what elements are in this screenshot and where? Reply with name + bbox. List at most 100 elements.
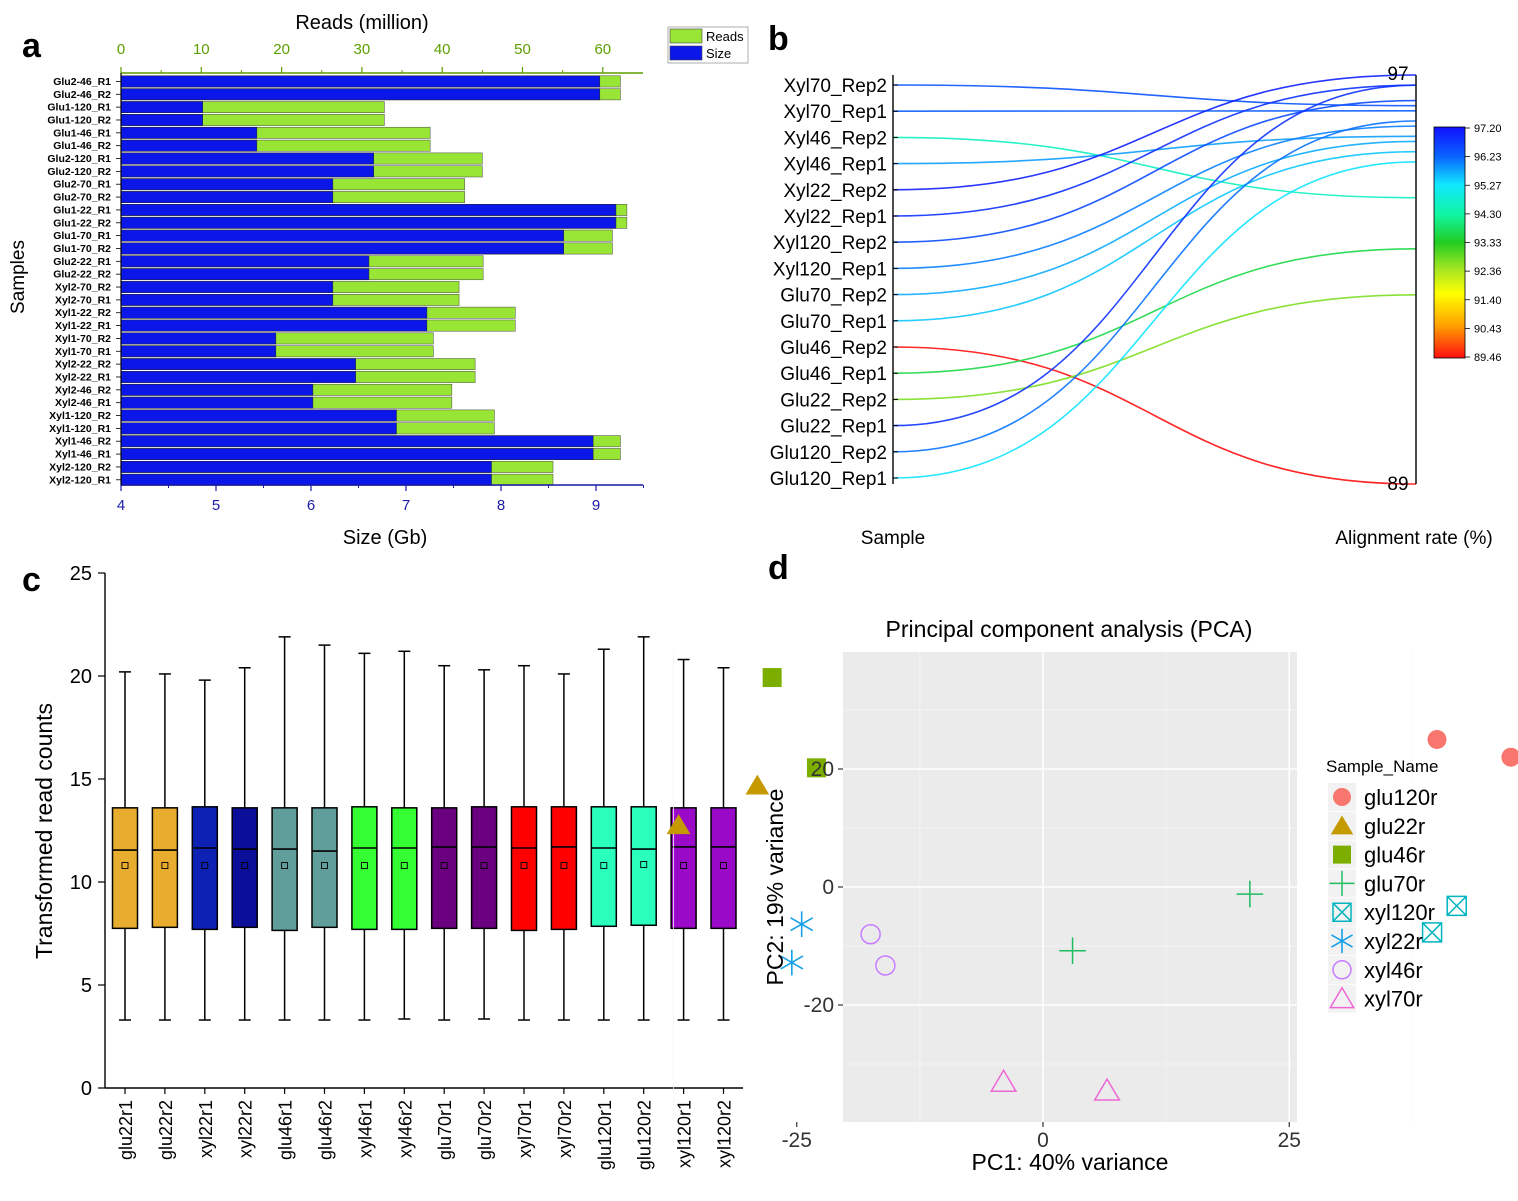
size-bar-Xyl2-70_R2: [120, 281, 334, 293]
reads-tick-label-60: 60: [594, 41, 611, 58]
mean-marker-glu70r1: [440, 862, 448, 869]
colorbar-tick-label-93.33: 93.33: [1474, 238, 1502, 250]
size-bar-Glu2-70_R1: [120, 178, 334, 191]
size-bar-Xyl2-46_R2: [120, 383, 314, 396]
box-xyl22r2: [231, 807, 258, 929]
y-tick-label-20: 20: [811, 758, 834, 781]
point-xyl120r-1: [1446, 895, 1467, 917]
box-glu120r1: [590, 806, 618, 928]
x-tick-label-xyl46r2: xyl46r2: [395, 1100, 415, 1158]
legend-label-glu70r: glu70r: [1364, 871, 1425, 896]
flow-Glu70_Rep2: [892, 140, 1417, 296]
reads-tick-label-20: 20: [273, 41, 290, 58]
panel-c-box-plot: c Transformed read counts glu22r1 glu22r2…: [22, 561, 743, 1170]
legend-size-label: Size: [706, 46, 731, 61]
legend-label-xyl120r: xyl120r: [1364, 900, 1435, 925]
x-tick-label-glu22r2: glu22r2: [156, 1100, 176, 1160]
flow-Xyl22_Rep2: [892, 74, 1417, 191]
sample-label-Xyl46_Rep1: Xyl46_Rep1: [783, 155, 887, 176]
y-tick-label-10: 10: [70, 872, 92, 894]
flow-Glu22_Rep2: [892, 294, 1417, 401]
mean-marker-glu22r1: [121, 862, 129, 869]
flow-Glu46_Rep2: [892, 346, 1417, 485]
mean-marker-xyl22r2: [241, 862, 249, 869]
point-xyl120r-2: [1421, 922, 1443, 943]
y-tick-label-25: 25: [70, 563, 92, 585]
panel-b-colorbar-ticks: 97.20 96.23 95.27 94.30 93.33 92.36 91.40 90.43…: [1465, 123, 1502, 364]
x-tick-label-glu120r2: glu120r2: [635, 1100, 655, 1170]
size-bar-Xyl1-22_R2: [120, 306, 428, 319]
sample-label-Glu2-46_R1: Glu2-46_R1: [53, 76, 111, 88]
x-tick-label-glu120r1: glu120r1: [595, 1100, 615, 1170]
x-tick-label-xyl22r2: xyl22r2: [236, 1100, 256, 1158]
panel-c-boxes: [111, 636, 737, 1021]
size-bar-Glu1-120_R2: [120, 114, 203, 126]
x-tick-label-xyl70r1: xyl70r1: [515, 1100, 535, 1158]
sample-label-Xyl1-120_R1: Xyl1-120_R1: [49, 423, 111, 435]
flow-Glu22_Rep1: [892, 84, 1417, 427]
flow-Xyl46_Rep2: [892, 136, 1417, 199]
flow-Xyl120_Rep2: [892, 99, 1417, 243]
size-bar-Glu2-120_R2: [120, 165, 374, 178]
panel-d-legend: glu120r glu22r glu46r glu70r xyl120r xyl22r xy…: [1328, 783, 1437, 1013]
panel-b-left-axis-title: Sample: [861, 528, 925, 549]
panel-a-axes: 0 10 20 30 40 50 60 4 5 6 7 8 9: [116, 41, 644, 514]
sample-label-Xyl120_Rep1: Xyl120_Rep1: [773, 259, 887, 280]
sample-label-Xyl1-22_R1: Xyl1-22_R1: [55, 320, 111, 332]
size-bar-Glu2-70_R2: [120, 191, 334, 203]
size-bar-Glu1-120_R1: [120, 101, 203, 113]
box-glu120r2: [630, 806, 657, 927]
mean-marker-xyl46r1: [360, 862, 368, 869]
legend-marker-xyl22r: [1331, 928, 1353, 954]
size-bar-Glu2-22_R1: [120, 255, 370, 268]
point-glu120r-1: [1427, 730, 1447, 749]
panel-d-points: [666, 668, 1518, 1101]
x-tick-label-xyl70r2: xyl70r2: [555, 1100, 575, 1158]
size-bar-Xyl1-22_R1: [120, 319, 428, 332]
panel-a-bars: [120, 75, 628, 486]
legend-reads-swatch: [669, 28, 703, 44]
point-xyl46r-1: [860, 923, 881, 945]
sample-label-Xyl22_Rep2: Xyl22_Rep2: [783, 181, 887, 202]
y-tick-label-20: 20: [70, 666, 92, 688]
mean-marker-xyl120r1: [680, 862, 688, 869]
size-bar-Xyl1-120_R2: [120, 409, 397, 422]
sample-label-Xyl1-120_R2: Xyl1-120_R2: [49, 410, 111, 422]
sample-label-Xyl1-46_R2: Xyl1-46_R2: [55, 436, 111, 448]
mean-marker-glu120r2: [640, 861, 648, 868]
sample-label-Xyl2-22_R1: Xyl2-22_R1: [55, 371, 111, 383]
panel-d-legend-title: Sample_Name: [1326, 757, 1438, 776]
size-tick-label-6: 6: [307, 497, 315, 514]
legend-label-xyl22r: xyl22r: [1364, 929, 1423, 954]
sample-label-Glu22_Rep2: Glu22_Rep2: [780, 390, 887, 411]
size-bar-Glu1-22_R1: [120, 204, 617, 216]
size-bar-Glu2-46_R2: [120, 88, 601, 101]
sample-label-Xyl1-46_R1: Xyl1-46_R1: [55, 449, 111, 461]
x-tick-label-xyl22r1: xyl22r1: [196, 1100, 216, 1158]
panel-d-title: Principal component analysis (PCA): [886, 616, 1253, 642]
legend-key-bg-xyl46r: [1328, 955, 1356, 984]
size-tick-label-7: 7: [402, 497, 410, 514]
sample-label-Glu46_Rep2: Glu46_Rep2: [780, 338, 887, 359]
size-bar-Glu2-46_R1: [120, 75, 601, 88]
size-bar-Xyl2-120_R2: [120, 461, 492, 473]
sample-label-Xyl2-46_R1: Xyl2-46_R1: [55, 397, 111, 409]
y-tick-label--20: -20: [804, 994, 834, 1017]
size-bar-Xyl2-120_R1: [120, 473, 492, 486]
sample-label-Glu1-22_R1: Glu1-22_R1: [53, 204, 111, 216]
reads-tick-label-30: 30: [354, 41, 371, 58]
box-glu70r2: [470, 806, 498, 930]
mean-marker-glu70r2: [480, 862, 488, 869]
sample-label-Glu22_Rep1: Glu22_Rep1: [780, 417, 887, 438]
sample-label-Xyl22_Rep1: Xyl22_Rep1: [783, 207, 887, 228]
legend-marker-glu22r: [1330, 815, 1354, 835]
point-xyl46r-2: [875, 955, 896, 976]
legend-reads-label: Reads: [706, 29, 744, 44]
y-tick-label-5: 5: [81, 975, 92, 997]
size-bar-Xyl1-120_R1: [120, 422, 397, 435]
point-glu46r-2: [806, 758, 826, 778]
point-xyl70r-2: [1093, 1077, 1121, 1101]
flow-Xyl120_Rep1: [892, 125, 1417, 270]
mean-marker-xyl120r2: [720, 862, 727, 869]
